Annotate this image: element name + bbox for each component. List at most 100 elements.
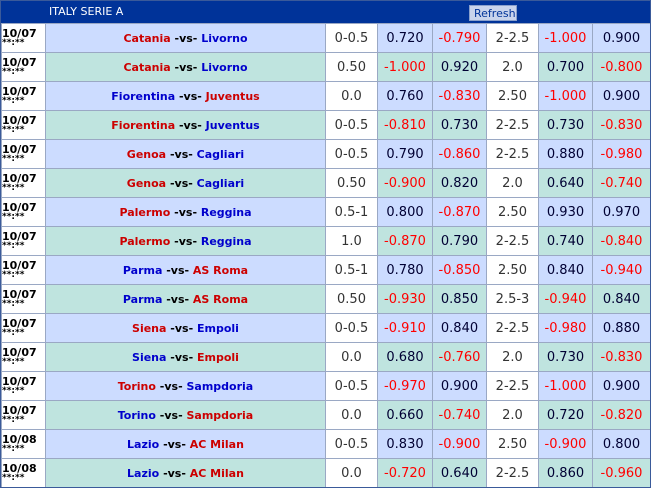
away-odds[interactable]: 0.840 [432, 313, 487, 343]
table-row[interactable]: 10/08 **:** Lazio -vs- AC Milan 0-0.5 0.830-… [1, 429, 650, 459]
home-odds[interactable]: -0.870 [377, 226, 433, 256]
away-odds[interactable]: -0.900 [432, 429, 487, 459]
table-row[interactable]: 10/07 **:** Parma -vs- AS Roma 0.5-1 0.780 -0… [1, 255, 650, 285]
away-odds[interactable]: 0.850 [432, 284, 487, 314]
home-odds[interactable]: 0.780 [377, 255, 433, 285]
over-odds[interactable]: 0.860 [538, 458, 593, 487]
over-odds[interactable]: 0.930 [538, 197, 593, 227]
match-name[interactable]: Genoa -vs- Cagliari [45, 168, 326, 198]
away-team: Livorno [201, 31, 248, 45]
refresh-button[interactable]: Refresh [469, 5, 517, 21]
away-odds[interactable]: 0.920 [432, 52, 487, 82]
away-odds[interactable]: 0.790 [432, 226, 487, 256]
under-odds[interactable]: -0.840 [592, 226, 650, 256]
over-odds[interactable]: 0.640 [538, 168, 593, 198]
table-row[interactable]: 10/07 **:** Torino -vs- Sampdoria 0.0 0.660-… [1, 400, 650, 430]
match-time: **:** [2, 270, 25, 280]
under-odds[interactable]: -0.820 [592, 400, 650, 430]
under-odds[interactable]: 0.900 [592, 23, 650, 53]
home-odds[interactable]: 0.790 [377, 139, 433, 169]
under-odds[interactable]: 0.970 [592, 197, 650, 227]
home-odds[interactable]: 0.660 [377, 400, 433, 430]
under-odds[interactable]: 0.900 [592, 81, 650, 111]
under-odds[interactable]: 0.880 [592, 313, 650, 343]
over-odds[interactable]: 0.720 [538, 400, 593, 430]
over-odds[interactable]: 0.880 [538, 139, 593, 169]
home-odds[interactable]: -0.930 [377, 284, 433, 314]
home-odds[interactable]: -0.900 [377, 168, 433, 198]
table-row[interactable]: 10/07 **:** Palermo -vs- Reggina 0.5-1 0.800… [1, 197, 650, 227]
match-name[interactable]: Lazio -vs- AC Milan [45, 429, 326, 459]
match-name[interactable]: Torino -vs- Sampdoria [45, 400, 326, 430]
over-odds[interactable]: 0.700 [538, 52, 593, 82]
away-odds[interactable]: -0.740 [432, 400, 487, 430]
table-row[interactable]: 10/08 **:** Lazio -vs- AC Milan 0.0 -0.720 0.… [1, 458, 650, 487]
over-odds[interactable]: -0.980 [538, 313, 593, 343]
home-odds[interactable]: 0.830 [377, 429, 433, 459]
table-row[interactable]: 10/07 **:** Genoa -vs- Cagliari 0-0.5 0.790-… [1, 139, 650, 169]
home-odds[interactable]: 0.720 [377, 23, 433, 53]
table-row[interactable]: 10/07 **:** Catania -vs- Livorno 0-0.5 0.720… [1, 23, 650, 53]
match-name[interactable]: Fiorentina -vs- Juventus [45, 81, 326, 111]
away-odds[interactable]: 0.640 [432, 458, 487, 487]
table-row[interactable]: 10/07 **:** Siena -vs- Empoli 0.0 0.680 -0.76… [1, 342, 650, 372]
over-odds[interactable]: 0.740 [538, 226, 593, 256]
over-odds[interactable]: -1.000 [538, 23, 593, 53]
over-odds[interactable]: -1.000 [538, 371, 593, 401]
under-odds[interactable]: -0.800 [592, 52, 650, 82]
under-odds[interactable]: 0.900 [592, 371, 650, 401]
away-odds[interactable]: -0.760 [432, 342, 487, 372]
table-row[interactable]: 10/07 **:** Palermo -vs- Reggina 1.0 -0.870 0… [1, 226, 650, 256]
over-odds[interactable]: 0.840 [538, 255, 593, 285]
under-odds[interactable]: -0.960 [592, 458, 650, 487]
table-row[interactable]: 10/07 **:** Fiorentina -vs- Juventus 0-0.5-… [1, 110, 650, 140]
away-odds[interactable]: 0.730 [432, 110, 487, 140]
home-odds[interactable]: -1.000 [377, 52, 433, 82]
table-row[interactable]: 10/07 **:** Catania -vs- Livorno 0.50 -1.000… [1, 52, 650, 82]
match-name[interactable]: Catania -vs- Livorno [45, 23, 326, 53]
under-odds[interactable]: -0.830 [592, 110, 650, 140]
home-odds[interactable]: 0.680 [377, 342, 433, 372]
match-name[interactable]: Siena -vs- Empoli [45, 342, 326, 372]
home-odds[interactable]: 0.760 [377, 81, 433, 111]
over-odds[interactable]: -0.900 [538, 429, 593, 459]
match-name[interactable]: Parma -vs- AS Roma [45, 255, 326, 285]
home-odds[interactable]: 0.800 [377, 197, 433, 227]
home-odds[interactable]: -0.970 [377, 371, 433, 401]
under-odds[interactable]: -0.740 [592, 168, 650, 198]
match-name[interactable]: Palermo -vs- Reggina [45, 226, 326, 256]
match-name[interactable]: Parma -vs- AS Roma [45, 284, 326, 314]
match-name[interactable]: Palermo -vs- Reggina [45, 197, 326, 227]
home-odds[interactable]: -0.910 [377, 313, 433, 343]
home-odds[interactable]: -0.720 [377, 458, 433, 487]
table-row[interactable]: 10/07 **:** Fiorentina -vs- Juventus 0.0 0.7… [1, 81, 650, 111]
handicap-line: 0-0.5 [325, 313, 378, 343]
away-odds[interactable]: -0.870 [432, 197, 487, 227]
match-name[interactable]: Genoa -vs- Cagliari [45, 139, 326, 169]
match-name[interactable]: Catania -vs- Livorno [45, 52, 326, 82]
match-name[interactable]: Torino -vs- Sampdoria [45, 371, 326, 401]
away-odds[interactable]: 0.820 [432, 168, 487, 198]
away-odds[interactable]: 0.900 [432, 371, 487, 401]
under-odds[interactable]: 0.800 [592, 429, 650, 459]
away-odds[interactable]: -0.830 [432, 81, 487, 111]
table-row[interactable]: 10/07 **:** Siena -vs- Empoli 0-0.5 -0.910 0.… [1, 313, 650, 343]
under-odds[interactable]: -0.980 [592, 139, 650, 169]
match-name[interactable]: Siena -vs- Empoli [45, 313, 326, 343]
over-odds[interactable]: 0.730 [538, 342, 593, 372]
away-odds[interactable]: -0.850 [432, 255, 487, 285]
home-odds[interactable]: -0.810 [377, 110, 433, 140]
match-name[interactable]: Fiorentina -vs- Juventus [45, 110, 326, 140]
over-odds[interactable]: -1.000 [538, 81, 593, 111]
table-row[interactable]: 10/07 **:** Torino -vs- Sampdoria 0-0.5 -0.9… [1, 371, 650, 401]
under-odds[interactable]: -0.830 [592, 342, 650, 372]
over-odds[interactable]: -0.940 [538, 284, 593, 314]
match-name[interactable]: Lazio -vs- AC Milan [45, 458, 326, 487]
under-odds[interactable]: 0.840 [592, 284, 650, 314]
table-row[interactable]: 10/07 **:** Genoa -vs- Cagliari 0.50 -0.900 0… [1, 168, 650, 198]
away-odds[interactable]: -0.790 [432, 23, 487, 53]
table-row[interactable]: 10/07 **:** Parma -vs- AS Roma 0.50 -0.930 0.… [1, 284, 650, 314]
away-odds[interactable]: -0.860 [432, 139, 487, 169]
under-odds[interactable]: -0.940 [592, 255, 650, 285]
over-odds[interactable]: 0.730 [538, 110, 593, 140]
